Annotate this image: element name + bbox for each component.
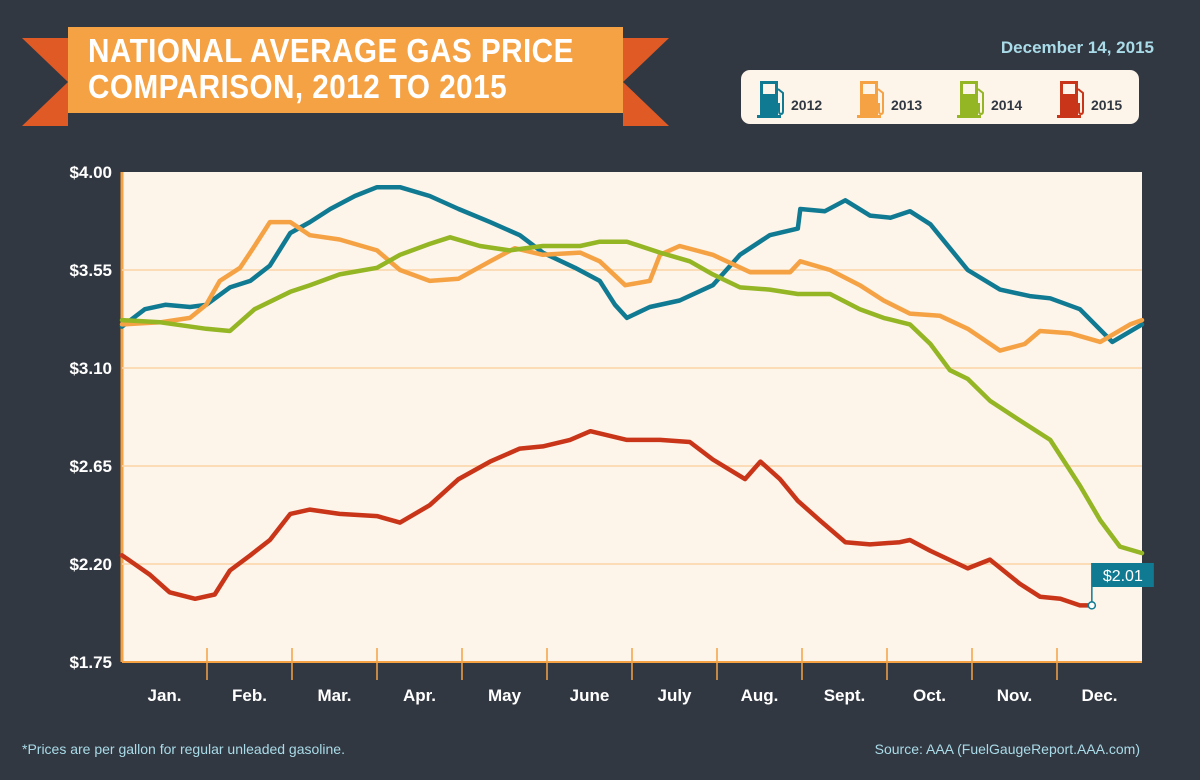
x-tick-label: Oct. xyxy=(913,686,946,705)
plot-area xyxy=(122,172,1142,662)
x-tick-label: Feb. xyxy=(232,686,267,705)
x-tick-label: May xyxy=(488,686,522,705)
series-line-2014 xyxy=(119,235,1145,556)
y-tick-label: $4.00 xyxy=(69,163,112,182)
date-label: December 14, 2015 xyxy=(1000,38,1154,57)
legend-item-2013: 2013 xyxy=(857,79,922,119)
gas-pump-icon xyxy=(957,81,984,118)
x-tick-label: June xyxy=(570,686,610,705)
footnote: *Prices are per gallon for regular unlea… xyxy=(22,741,345,757)
x-tick-label: Aug. xyxy=(741,686,779,705)
x-tick-label: Mar. xyxy=(317,686,351,705)
ribbon-right xyxy=(623,38,669,126)
x-tick-label: July xyxy=(657,686,692,705)
legend-item-2014: 2014 xyxy=(957,79,1022,119)
gas-pump-icon xyxy=(857,81,884,118)
title-banner xyxy=(68,27,623,113)
gas-pump-icon xyxy=(757,81,784,118)
line-chart: $4.00 $3.55 $3.10 $2.65 $2.20 $1.75 Jan. Feb. Ma… xyxy=(69,163,1154,705)
legend-label: 2014 xyxy=(991,97,1023,113)
x-tick-label: Jan. xyxy=(147,686,181,705)
annotation-flag xyxy=(1091,563,1154,587)
x-tick-label: Nov. xyxy=(997,686,1033,705)
x-tick-label: Sept. xyxy=(824,686,866,705)
legend-label: 2013 xyxy=(891,97,923,113)
series-line-2015 xyxy=(119,428,1095,608)
title-line-1: NATIONAL AVERAGE GAS PRICE xyxy=(88,32,574,69)
legend-label: 2015 xyxy=(1091,97,1123,113)
series-line-2012 xyxy=(119,184,1145,345)
ribbon-left xyxy=(22,38,68,126)
legend-label: 2012 xyxy=(791,97,823,113)
series-line-2013 xyxy=(119,219,1145,353)
title-line-2: COMPARISON, 2012 TO 2015 xyxy=(88,68,508,105)
gas-pump-icon xyxy=(1057,81,1084,118)
legend-item-2015: 2015 xyxy=(1057,79,1122,119)
y-tick-label: $3.10 xyxy=(69,359,112,378)
y-tick-label: $2.65 xyxy=(69,457,112,476)
source-note: Source: AAA (FuelGaugeReport.AAA.com) xyxy=(874,741,1140,757)
x-tick-label: Apr. xyxy=(403,686,436,705)
x-tick-label: Dec. xyxy=(1082,686,1118,705)
y-tick-label: $2.20 xyxy=(69,555,112,574)
annotation-label: $2.01 xyxy=(1103,568,1143,585)
legend: 2012 2013 2014 2015 xyxy=(741,70,1139,124)
annotation-marker xyxy=(1087,601,1097,610)
y-tick-label: $1.75 xyxy=(69,653,112,672)
y-tick-label: $3.55 xyxy=(69,261,112,280)
legend-item-2012: 2012 xyxy=(757,79,822,119)
page-title: NATIONAL AVERAGE GAS PRICE COMPARISON, 2… xyxy=(88,33,574,105)
